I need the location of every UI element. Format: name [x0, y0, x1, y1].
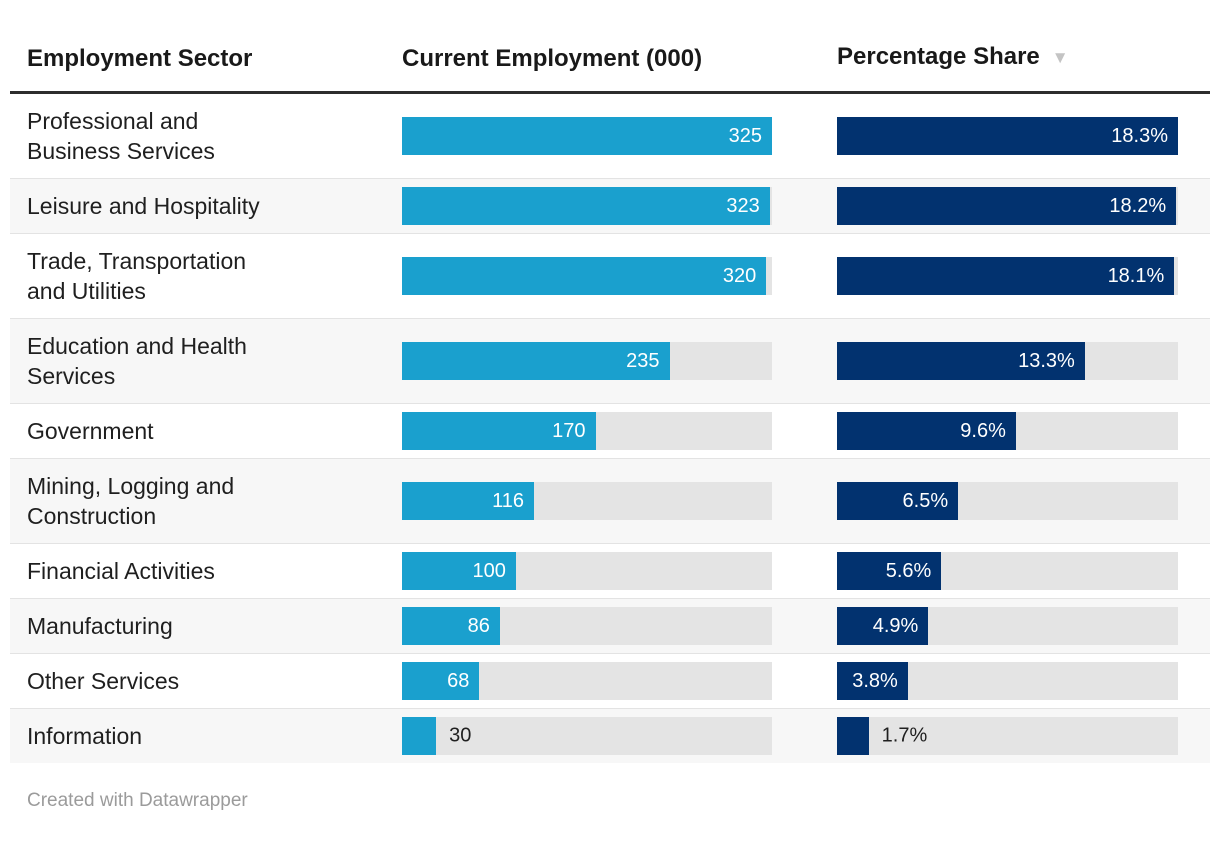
share-value: 18.1%	[1107, 264, 1165, 287]
employment-bar: 235	[402, 342, 670, 380]
table-row: Mining, Logging and Construction 116 6.5%	[10, 458, 1210, 543]
employment-value: 100	[472, 559, 506, 582]
employment-bar-track: 30	[402, 717, 772, 755]
table-row: Financial Activities 100 5.6%	[10, 543, 1210, 598]
employment-bar: 325	[402, 117, 772, 155]
share-value: 18.2%	[1109, 194, 1167, 217]
attribution-text: Created with Datawrapper	[27, 790, 248, 811]
employment-bar: 320	[402, 257, 767, 295]
table-row: Information 30 1.7%	[10, 708, 1210, 763]
table-chart: Employment Sector Current Employment (00…	[10, 0, 1210, 812]
employment-bar-track: 100	[402, 552, 772, 590]
sector-label: Mining, Logging and Construction	[27, 473, 235, 529]
table-row: Professional and Business Services 325 18.…	[10, 94, 1210, 178]
share-bar: 18.1%	[837, 257, 1175, 295]
employment-bar: 86	[402, 607, 500, 645]
share-bar: 9.6%	[837, 412, 1016, 450]
share-bar-track: 1.7%	[837, 717, 1178, 755]
table-header: Employment Sector Current Employment (00…	[10, 0, 1210, 94]
table-row: Trade, Transportation and Utilities 320 18…	[10, 233, 1210, 318]
share-bar-track: 18.2%	[837, 187, 1178, 225]
column-header-share[interactable]: Percentage Share ▼	[837, 44, 1178, 72]
table-row: Education and Health Services 235 13.3%	[10, 318, 1210, 403]
employment-bar: 100	[402, 552, 516, 590]
share-bar-track: 3.8%	[837, 662, 1178, 700]
employment-value: 323	[726, 194, 760, 217]
sector-label: Government	[27, 418, 154, 444]
employment-bar: 170	[402, 412, 596, 450]
share-bar-track: 4.9%	[837, 607, 1178, 645]
table-row: Manufacturing 86 4.9%	[10, 598, 1210, 653]
sector-label: Leisure and Hospitality	[27, 193, 260, 219]
share-value: 18.3%	[1111, 124, 1168, 147]
share-bar: 5.6%	[837, 552, 942, 590]
share-bar: 6.5%	[837, 482, 959, 520]
share-bar: 18.2%	[837, 187, 1177, 225]
employment-bar: 116	[402, 482, 535, 520]
employment-value: 170	[552, 419, 586, 442]
employment-bar-track: 235	[402, 342, 772, 380]
sector-label: Information	[27, 723, 143, 749]
sector-label: Trade, Transportation and Utilities	[27, 248, 247, 304]
share-bar: 4.9%	[837, 607, 929, 645]
table-row: Leisure and Hospitality 323 18.2%	[10, 178, 1210, 233]
employment-value: 86	[467, 614, 490, 637]
share-bar: 18.3%	[837, 117, 1178, 155]
employment-bar-track: 325	[402, 117, 772, 155]
employment-bar: 323	[402, 187, 770, 225]
table-row: Government 170 9.6%	[10, 403, 1210, 458]
table-body: Professional and Business Services 325 18.…	[10, 94, 1210, 763]
share-bar-track: 18.3%	[837, 117, 1178, 155]
share-value: 4.9%	[872, 614, 919, 637]
share-value: 3.8%	[852, 669, 898, 692]
employment-value: 320	[722, 264, 757, 287]
sort-descending-icon: ▼	[1051, 48, 1069, 67]
employment-value: 68	[447, 669, 470, 692]
share-value: 13.3%	[1018, 349, 1075, 372]
share-value: 9.6%	[960, 419, 1006, 442]
employment-bar: 30	[402, 717, 471, 755]
share-bar-track: 6.5%	[837, 482, 1178, 520]
share-bar-track: 9.6%	[837, 412, 1178, 450]
employment-bar-track: 86	[402, 607, 772, 645]
employment-bar-track: 68	[402, 662, 772, 700]
share-bar: 13.3%	[837, 342, 1085, 380]
share-value: 1.7%	[881, 724, 928, 747]
sector-label: Other Services	[27, 668, 180, 694]
share-bar-track: 5.6%	[837, 552, 1178, 590]
employment-value: 30	[449, 724, 472, 747]
sector-label: Manufacturing	[27, 613, 173, 639]
share-bar-track: 13.3%	[837, 342, 1178, 380]
table-row: Other Services 68 3.8%	[10, 653, 1210, 708]
employment-value: 116	[492, 489, 525, 512]
share-value: 5.6%	[885, 559, 932, 582]
employment-bar-track: 323	[402, 187, 772, 225]
column-header-employment[interactable]: Current Employment (000)	[402, 45, 703, 72]
employment-bar-track: 320	[402, 257, 772, 295]
share-value: 6.5%	[902, 489, 949, 512]
employment-bar-track: 170	[402, 412, 772, 450]
sector-label: Professional and Business Services	[27, 108, 215, 164]
employment-value: 235	[626, 349, 660, 372]
column-header-sector[interactable]: Employment Sector	[27, 45, 253, 72]
share-bar-track: 18.1%	[837, 257, 1178, 295]
employment-bar-track: 116	[402, 482, 772, 520]
employment-value: 325	[728, 124, 762, 147]
employment-bar: 68	[402, 662, 480, 700]
sector-label: Financial Activities	[27, 558, 215, 584]
share-bar: 1.7%	[837, 717, 927, 755]
share-bar: 3.8%	[837, 662, 908, 700]
column-header-share-label: Percentage Share	[837, 43, 1040, 70]
sector-label: Education and Health Services	[27, 333, 247, 389]
